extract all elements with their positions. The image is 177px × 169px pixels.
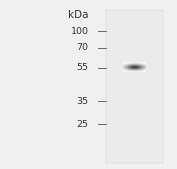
Text: 55: 55 <box>76 63 88 72</box>
Text: 35: 35 <box>76 97 88 106</box>
Text: 70: 70 <box>76 43 88 52</box>
Text: kDa: kDa <box>68 10 88 20</box>
Bar <box>106 10 163 163</box>
Text: 100: 100 <box>70 27 88 36</box>
Text: 25: 25 <box>76 120 88 129</box>
